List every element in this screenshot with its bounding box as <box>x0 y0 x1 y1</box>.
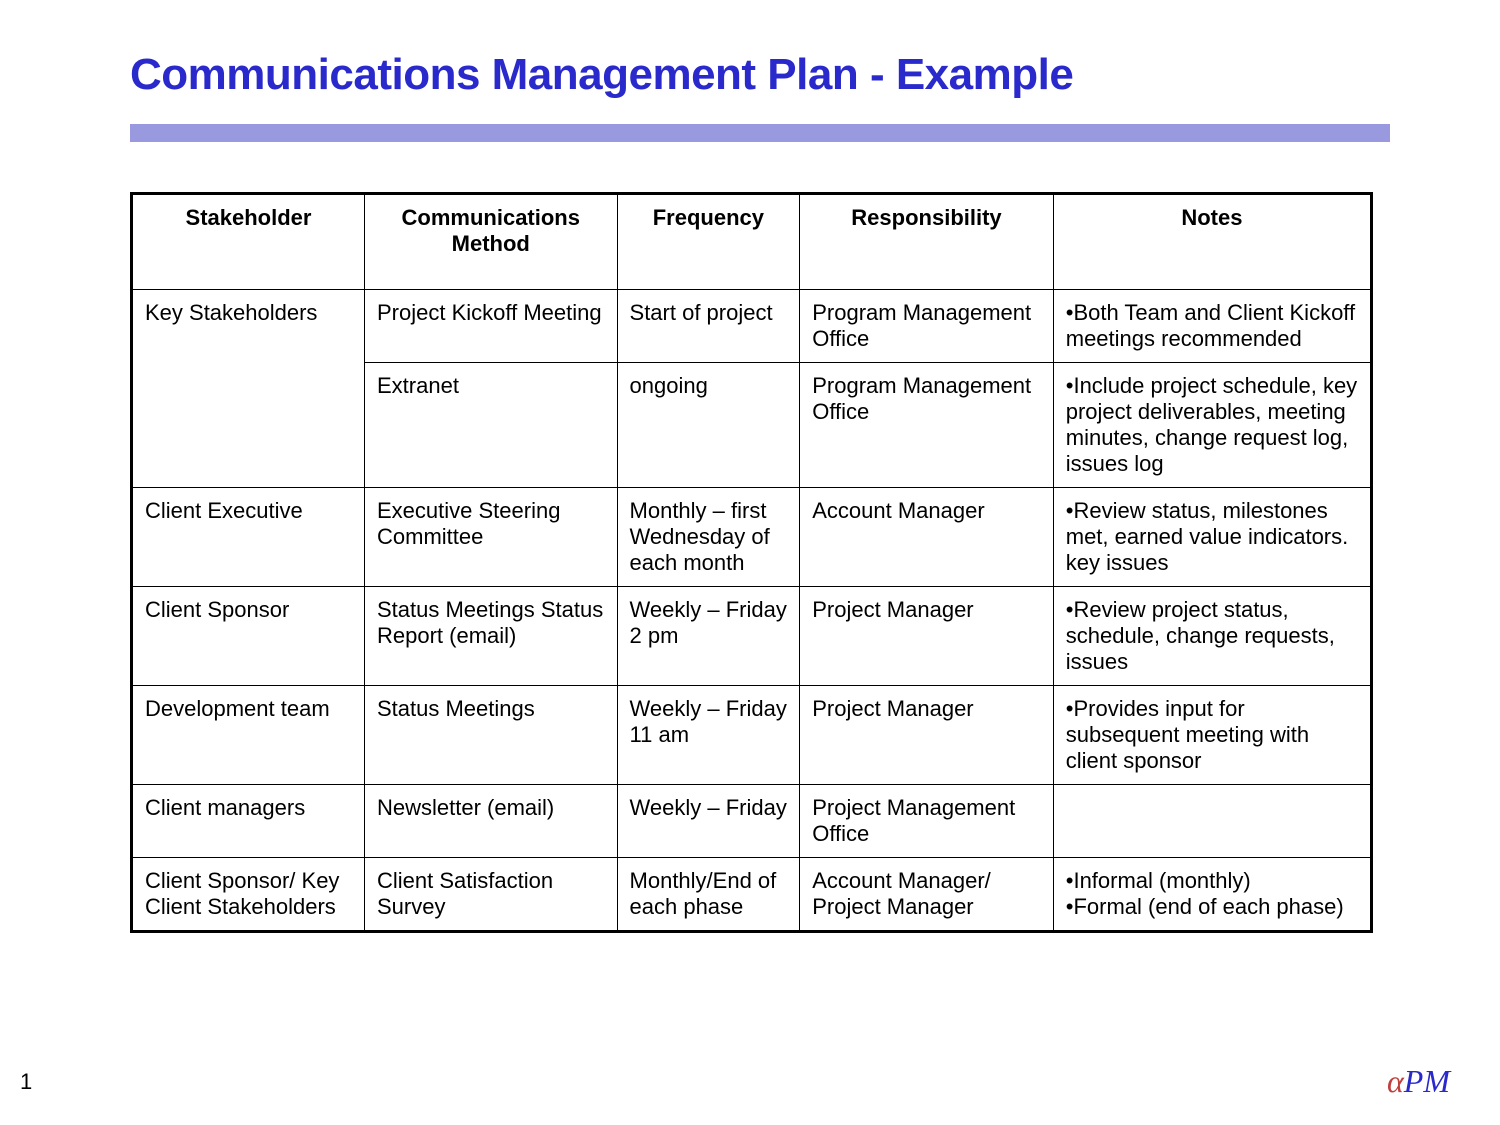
table-row: Key StakeholdersProject Kickoff MeetingS… <box>132 290 1372 363</box>
table-row: Client ExecutiveExecutive Steering Commi… <box>132 488 1372 587</box>
table-header-row: Stakeholder Communications Method Freque… <box>132 194 1372 290</box>
col-header-stakeholder: Stakeholder <box>132 194 365 290</box>
logo: αPM <box>1387 1063 1450 1100</box>
page-number: 1 <box>20 1069 32 1095</box>
cell-responsibility: Account Manager <box>800 488 1054 587</box>
cell-stakeholder: Client managers <box>132 785 365 858</box>
title-bar <box>130 124 1390 142</box>
cell-notes: •Provides input for subsequent meeting w… <box>1053 686 1371 785</box>
cell-responsibility: Project Management Office <box>800 785 1054 858</box>
col-header-method: Communications Method <box>365 194 618 290</box>
cell-frequency: ongoing <box>617 363 800 488</box>
cell-frequency: Weekly – Friday 2 pm <box>617 587 800 686</box>
cell-frequency: Weekly – Friday 11 am <box>617 686 800 785</box>
cell-notes: •Review project status, schedule, change… <box>1053 587 1371 686</box>
cell-stakeholder: Key Stakeholders <box>132 290 365 488</box>
cell-notes: •Informal (monthly)•Formal (end of each … <box>1053 858 1371 932</box>
table-row: Development teamStatus MeetingsWeekly – … <box>132 686 1372 785</box>
cell-stakeholder: Client Sponsor <box>132 587 365 686</box>
cell-responsibility: Project Manager <box>800 686 1054 785</box>
cell-notes: •Review status, milestones met, earned v… <box>1053 488 1371 587</box>
logo-pm: PM <box>1404 1063 1450 1099</box>
logo-alpha: α <box>1387 1063 1404 1099</box>
cell-method: Status Meetings <box>365 686 618 785</box>
cell-frequency: Start of project <box>617 290 800 363</box>
table-body: Key StakeholdersProject Kickoff MeetingS… <box>132 290 1372 932</box>
cell-responsibility: Account Manager/ Project Manager <box>800 858 1054 932</box>
page-title: Communications Management Plan - Example <box>130 50 1370 100</box>
table-row: Client managersNewsletter (email)Weekly … <box>132 785 1372 858</box>
cell-notes: •Both Team and Client Kickoff meetings r… <box>1053 290 1371 363</box>
cell-responsibility: Project Manager <box>800 587 1054 686</box>
table-row: Client SponsorStatus Meetings Status Rep… <box>132 587 1372 686</box>
cell-responsibility: Program Management Office <box>800 290 1054 363</box>
cell-notes: •Include project schedule, key project d… <box>1053 363 1371 488</box>
cell-frequency: Weekly – Friday <box>617 785 800 858</box>
col-header-frequency: Frequency <box>617 194 800 290</box>
cell-frequency: Monthly/End of each phase <box>617 858 800 932</box>
cell-stakeholder: Client Executive <box>132 488 365 587</box>
cell-method: Client Satisfaction Survey <box>365 858 618 932</box>
communications-plan-table: Stakeholder Communications Method Freque… <box>130 192 1373 933</box>
col-header-notes: Notes <box>1053 194 1371 290</box>
cell-responsibility: Program Management Office <box>800 363 1054 488</box>
cell-method: Status Meetings Status Report (email) <box>365 587 618 686</box>
table-row: Client Sponsor/ Key Client StakeholdersC… <box>132 858 1372 932</box>
cell-method: Extranet <box>365 363 618 488</box>
col-header-responsibility: Responsibility <box>800 194 1054 290</box>
cell-frequency: Monthly – first Wednesday of each month <box>617 488 800 587</box>
cell-stakeholder: Development team <box>132 686 365 785</box>
cell-notes <box>1053 785 1371 858</box>
cell-stakeholder: Client Sponsor/ Key Client Stakeholders <box>132 858 365 932</box>
cell-method: Newsletter (email) <box>365 785 618 858</box>
cell-method: Project Kickoff Meeting <box>365 290 618 363</box>
cell-method: Executive Steering Committee <box>365 488 618 587</box>
